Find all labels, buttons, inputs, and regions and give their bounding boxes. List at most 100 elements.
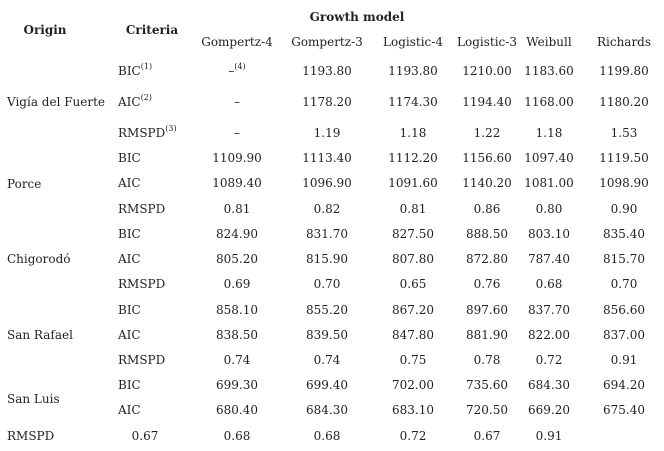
- cell-value: 856.60: [603, 303, 645, 317]
- criteria-label: AIC(2): [118, 93, 152, 110]
- cell-value: 0.67: [131, 429, 159, 443]
- cell-value: 1.18: [535, 126, 563, 140]
- cell-value: 888.50: [466, 227, 508, 241]
- criteria-label: BIC: [118, 227, 141, 241]
- cell-value: 0.68: [223, 429, 251, 443]
- cell-value: 1193.80: [302, 64, 352, 78]
- cell-value: 1.18: [399, 126, 427, 140]
- model-header: Richards: [596, 35, 652, 49]
- cell-value: 858.10: [216, 303, 258, 317]
- cell-value: 1199.80: [599, 64, 649, 78]
- cell-value: 1183.60: [524, 64, 574, 78]
- cell-value: 787.40: [528, 252, 570, 266]
- cell-value: 0.91: [610, 353, 638, 367]
- cell-value: 1.19: [313, 126, 341, 140]
- criteria-label: BIC: [118, 378, 141, 392]
- footnote-mark: (1): [140, 62, 153, 71]
- cell-value: 684.30: [306, 403, 348, 417]
- criteria-label: AIC: [118, 328, 141, 342]
- cell-value: 815.70: [603, 252, 645, 266]
- cell-value: 1194.40: [462, 95, 512, 109]
- origin-label: San Rafael: [7, 328, 73, 342]
- criteria-label: BIC: [118, 303, 141, 317]
- cell-value: 1193.80: [388, 64, 438, 78]
- cell-value: 838.50: [216, 328, 258, 342]
- origin-label: Porce: [7, 176, 42, 191]
- cell-value: 1113.40: [302, 151, 352, 165]
- criteria-label: AIC: [118, 176, 141, 190]
- cell-value: 702.00: [392, 378, 434, 392]
- model-header: Logistic-4: [383, 35, 443, 49]
- origin-label: San Luis: [7, 391, 60, 406]
- model-header: Gompertz-3: [291, 35, 363, 49]
- cell-value: 815.90: [306, 252, 348, 266]
- cell-value: 1156.60: [462, 151, 512, 165]
- cell-value: 0.68: [535, 277, 563, 291]
- cell-value: 803.10: [528, 227, 570, 241]
- cell-value: 0.68: [313, 429, 341, 443]
- cell-value: 0.86: [473, 202, 501, 216]
- cell-value: 897.60: [466, 303, 508, 317]
- cell-value: 0.75: [399, 353, 427, 367]
- cell-value: 837.70: [528, 303, 570, 317]
- cell-value: 0.78: [473, 353, 501, 367]
- cell-value: 872.80: [466, 252, 508, 266]
- cell-value: 1096.90: [302, 176, 352, 190]
- cell-value: 0.70: [313, 277, 341, 291]
- cell-value: 1180.20: [599, 95, 649, 109]
- cell-value: 0.72: [535, 353, 563, 367]
- cell-value: 0.74: [313, 353, 341, 367]
- cell-value: 0.69: [223, 277, 251, 291]
- cell-value: 0.81: [223, 202, 251, 216]
- criteria-label: BIC: [118, 151, 141, 165]
- origin-label: RMSPD: [7, 429, 55, 443]
- criteria-label: RMSPD: [118, 202, 166, 216]
- cell-value: 675.40: [603, 403, 645, 417]
- cell-value: 867.20: [392, 303, 434, 317]
- cell-value: 0.70: [610, 277, 638, 291]
- origin-label: Chigorodó: [7, 252, 71, 266]
- criteria-header: Criteria: [125, 23, 179, 37]
- cell-value: 822.00: [528, 328, 570, 342]
- cell-value: 0.67: [473, 429, 501, 443]
- cell-value: 1119.50: [599, 151, 649, 165]
- cell-value: 1081.00: [524, 176, 574, 190]
- model-header: Weibull: [526, 35, 572, 49]
- criteria-label: RMSPD: [118, 353, 166, 367]
- cell-value: 669.20: [528, 403, 570, 417]
- cell-value: 699.40: [306, 378, 348, 392]
- criteria-label: AIC: [118, 252, 141, 266]
- cell-value: 0.91: [535, 429, 563, 443]
- cell-value: 1098.90: [599, 176, 649, 190]
- cell-value: 855.20: [306, 303, 348, 317]
- cell-value: 1210.00: [462, 64, 512, 78]
- cell-value: 694.20: [603, 378, 645, 392]
- cell-value: 1174.30: [388, 95, 438, 109]
- footnote-mark: (3): [165, 124, 177, 133]
- cell-value: 1140.20: [462, 176, 512, 190]
- cell-value: –: [234, 95, 240, 109]
- cell-value: 847.80: [392, 328, 434, 342]
- cell-value: 0.65: [399, 277, 427, 291]
- origin-header: Origin: [23, 23, 67, 37]
- cell-value: 807.80: [392, 252, 434, 266]
- cell-value: 881.90: [466, 328, 508, 342]
- cell-value: 683.10: [392, 403, 434, 417]
- footnote-mark: (2): [140, 93, 152, 102]
- cell-value: 824.90: [216, 227, 258, 241]
- cell-value: 0.82: [313, 202, 341, 216]
- cell-value: 1091.60: [388, 176, 438, 190]
- cell-value: 805.20: [216, 252, 258, 266]
- cell-value: 0.76: [473, 277, 501, 291]
- cell-value: 680.40: [216, 403, 258, 417]
- cell-value: 839.50: [306, 328, 348, 342]
- cell-value: 1109.90: [212, 151, 262, 165]
- cell-value: 0.72: [399, 429, 427, 443]
- cell-value: 699.30: [216, 378, 258, 392]
- cell-value: 720.50: [466, 403, 508, 417]
- cell-value: 831.70: [306, 227, 348, 241]
- cell-value: 0.81: [399, 202, 427, 216]
- cell-value: 0.74: [223, 353, 251, 367]
- cell-value: 1089.40: [212, 176, 262, 190]
